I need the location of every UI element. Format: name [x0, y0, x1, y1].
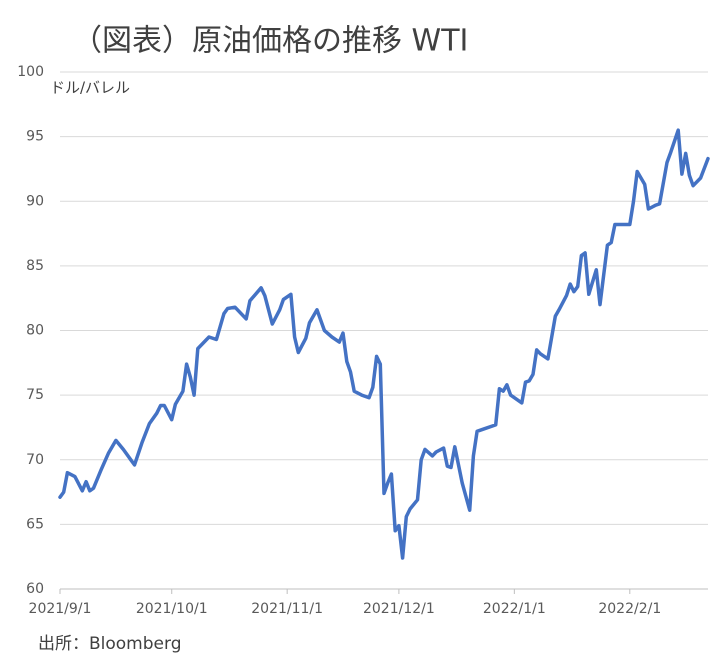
- y-tick-label: 80: [26, 323, 44, 339]
- y-tick-label: 70: [26, 452, 44, 468]
- x-tick-label: 2021/9/1: [29, 601, 92, 617]
- y-tick-label: 90: [26, 193, 44, 209]
- y-tick-label: 65: [26, 516, 44, 532]
- x-tick-label: 2021/10/1: [136, 601, 208, 617]
- data-line: [58, 128, 710, 560]
- x-tick-label: 2021/12/1: [363, 601, 435, 617]
- y-tick-label: 95: [26, 129, 44, 145]
- x-tick-label: 2022/1/1: [483, 601, 546, 617]
- x-tick-label: 2022/2/1: [598, 601, 661, 617]
- x-tick-label: 2021/11/1: [251, 601, 323, 617]
- source-note: 出所：Bloomberg: [38, 634, 181, 654]
- chart-title: （図表）原油価格の推移 WTI: [72, 24, 468, 59]
- y-axis-unit: ドル/バレル: [50, 79, 130, 97]
- y-tick-label: 85: [26, 258, 44, 274]
- y-tick-label: 100: [17, 64, 44, 80]
- y-tick-label: 60: [26, 581, 44, 597]
- y-tick-label: 75: [26, 387, 44, 403]
